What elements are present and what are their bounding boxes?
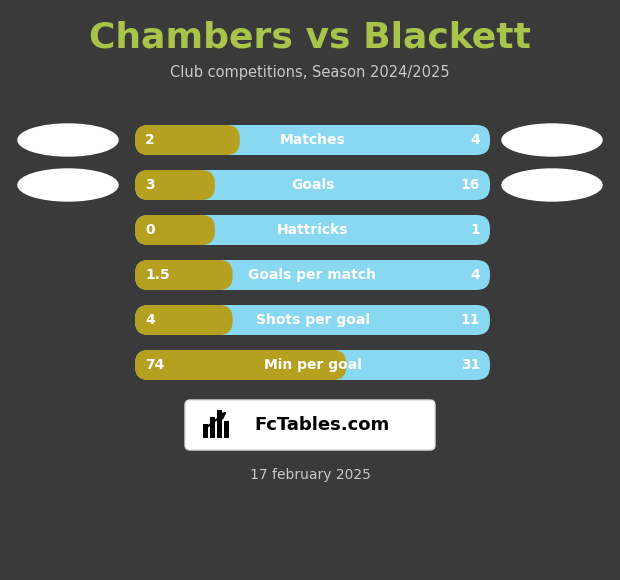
- FancyBboxPatch shape: [135, 350, 490, 380]
- FancyBboxPatch shape: [224, 421, 229, 437]
- Text: 4: 4: [145, 313, 155, 327]
- Text: Club competitions, Season 2024/2025: Club competitions, Season 2024/2025: [170, 64, 450, 79]
- Ellipse shape: [18, 124, 118, 156]
- FancyBboxPatch shape: [135, 125, 490, 155]
- Ellipse shape: [18, 169, 118, 201]
- Text: 0: 0: [145, 223, 154, 237]
- Text: 16: 16: [461, 178, 480, 192]
- Text: 4: 4: [470, 133, 480, 147]
- FancyBboxPatch shape: [135, 260, 232, 290]
- Text: FcTables.com: FcTables.com: [254, 416, 389, 434]
- Ellipse shape: [502, 124, 602, 156]
- Text: 74: 74: [145, 358, 164, 372]
- FancyBboxPatch shape: [185, 400, 435, 450]
- Text: Matches: Matches: [280, 133, 345, 147]
- Text: Chambers vs Blackett: Chambers vs Blackett: [89, 21, 531, 55]
- Ellipse shape: [502, 169, 602, 201]
- FancyBboxPatch shape: [135, 170, 215, 200]
- Text: 3: 3: [145, 178, 154, 192]
- Text: 31: 31: [461, 358, 480, 372]
- Text: 1: 1: [470, 223, 480, 237]
- FancyBboxPatch shape: [217, 410, 222, 437]
- Text: 11: 11: [461, 313, 480, 327]
- FancyBboxPatch shape: [135, 305, 232, 335]
- FancyBboxPatch shape: [135, 350, 346, 380]
- Text: 17 february 2025: 17 february 2025: [250, 468, 370, 482]
- Text: Hattricks: Hattricks: [277, 223, 348, 237]
- FancyBboxPatch shape: [135, 260, 490, 290]
- FancyBboxPatch shape: [135, 305, 490, 335]
- FancyBboxPatch shape: [135, 215, 215, 245]
- FancyBboxPatch shape: [135, 170, 490, 200]
- FancyBboxPatch shape: [203, 424, 208, 437]
- Text: Shots per goal: Shots per goal: [255, 313, 370, 327]
- Text: 2: 2: [145, 133, 155, 147]
- FancyBboxPatch shape: [135, 125, 240, 155]
- Text: 4: 4: [470, 268, 480, 282]
- Text: Goals per match: Goals per match: [249, 268, 376, 282]
- FancyBboxPatch shape: [210, 417, 215, 437]
- Text: 1.5: 1.5: [145, 268, 170, 282]
- FancyBboxPatch shape: [135, 215, 490, 245]
- Text: Goals: Goals: [291, 178, 334, 192]
- Text: Min per goal: Min per goal: [264, 358, 361, 372]
